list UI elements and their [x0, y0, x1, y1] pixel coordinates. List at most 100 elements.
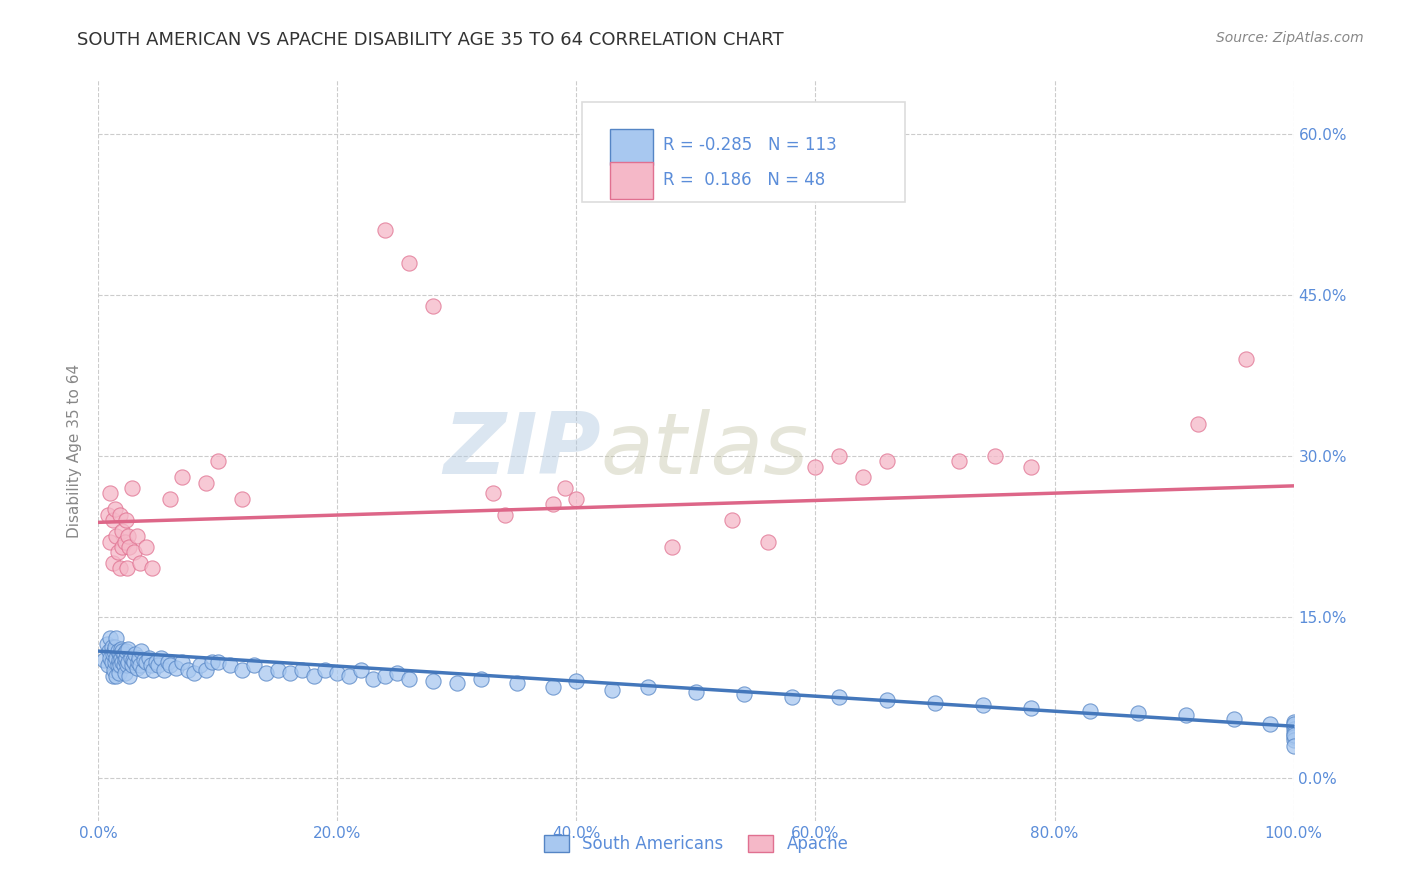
Point [149, 650, 172, 665]
Point [128, 650, 150, 665]
Point [141, 561, 163, 575]
Point [254, 665, 277, 680]
Point [100, 655, 122, 669]
Point [104, 502, 127, 516]
Point [117, 529, 139, 543]
Point [118, 540, 141, 554]
Point [876, 454, 898, 468]
Point [103, 644, 125, 658]
Point [132, 653, 155, 667]
Point [374, 669, 396, 683]
Point [131, 664, 153, 678]
Point [374, 223, 396, 237]
Legend: South Americans, Apache: South Americans, Apache [544, 835, 848, 853]
Point [446, 676, 468, 690]
Point [105, 529, 128, 543]
Point [108, 561, 131, 575]
Point [120, 650, 142, 665]
Point [1282, 719, 1305, 733]
Point [948, 454, 970, 468]
Point [98, 486, 122, 500]
Point [924, 696, 946, 710]
Point [111, 644, 134, 658]
Point [103, 664, 125, 678]
Text: SOUTH AMERICAN VS APACHE DISABILITY AGE 35 TO 64 CORRELATION CHART: SOUTH AMERICAN VS APACHE DISABILITY AGE … [77, 31, 785, 49]
Point [96, 637, 118, 651]
Point [1080, 704, 1102, 718]
Point [121, 481, 143, 495]
Point [101, 669, 124, 683]
Point [1128, 706, 1150, 721]
Point [876, 693, 898, 707]
Point [780, 690, 803, 705]
Point [145, 655, 167, 669]
Point [188, 658, 211, 673]
Point [685, 685, 707, 699]
Point [105, 669, 128, 683]
Point [1187, 417, 1209, 431]
Point [1282, 739, 1305, 753]
Point [554, 481, 576, 495]
Point [201, 655, 224, 669]
Point [105, 632, 128, 646]
Point [1175, 708, 1198, 723]
Text: Source: ZipAtlas.com: Source: ZipAtlas.com [1216, 31, 1364, 45]
Point [115, 561, 138, 575]
Point [107, 653, 129, 667]
Point [101, 513, 124, 527]
Point [1223, 712, 1246, 726]
Point [159, 491, 181, 506]
Point [267, 664, 290, 678]
Point [804, 459, 827, 474]
Point [110, 650, 132, 665]
Point [159, 658, 181, 673]
Point [506, 676, 529, 690]
Point [207, 655, 229, 669]
Point [138, 650, 160, 665]
Point [148, 658, 170, 673]
Point [494, 508, 516, 522]
Point [98, 534, 122, 549]
Point [195, 475, 218, 490]
Point [1258, 717, 1281, 731]
Point [101, 648, 124, 662]
Point [108, 648, 131, 662]
Point [350, 664, 373, 678]
Point [135, 655, 157, 669]
Point [1282, 730, 1305, 744]
Point [165, 661, 187, 675]
Point [1234, 352, 1257, 367]
Point [108, 658, 131, 673]
Point [172, 655, 194, 669]
Point [1019, 701, 1042, 715]
Point [315, 664, 337, 678]
Point [398, 672, 420, 686]
Point [177, 664, 200, 678]
Point [100, 640, 122, 654]
Point [124, 655, 146, 669]
Point [98, 632, 122, 646]
Point [121, 658, 143, 673]
Point [118, 669, 141, 683]
Point [101, 556, 124, 570]
Point [98, 644, 121, 658]
Point [398, 255, 420, 269]
Point [107, 644, 129, 658]
Point [110, 642, 132, 657]
Text: R = -0.285   N = 113: R = -0.285 N = 113 [662, 136, 837, 154]
Point [115, 644, 138, 658]
Point [122, 653, 145, 667]
Point [565, 491, 588, 506]
Point [105, 650, 128, 665]
Point [422, 299, 444, 313]
Point [733, 687, 755, 701]
Point [115, 650, 138, 665]
Point [135, 540, 157, 554]
Point [172, 470, 194, 484]
Point [107, 545, 129, 559]
Point [1282, 728, 1305, 742]
Point [98, 650, 122, 665]
Point [385, 665, 409, 680]
Point [291, 664, 314, 678]
Point [125, 529, 148, 543]
